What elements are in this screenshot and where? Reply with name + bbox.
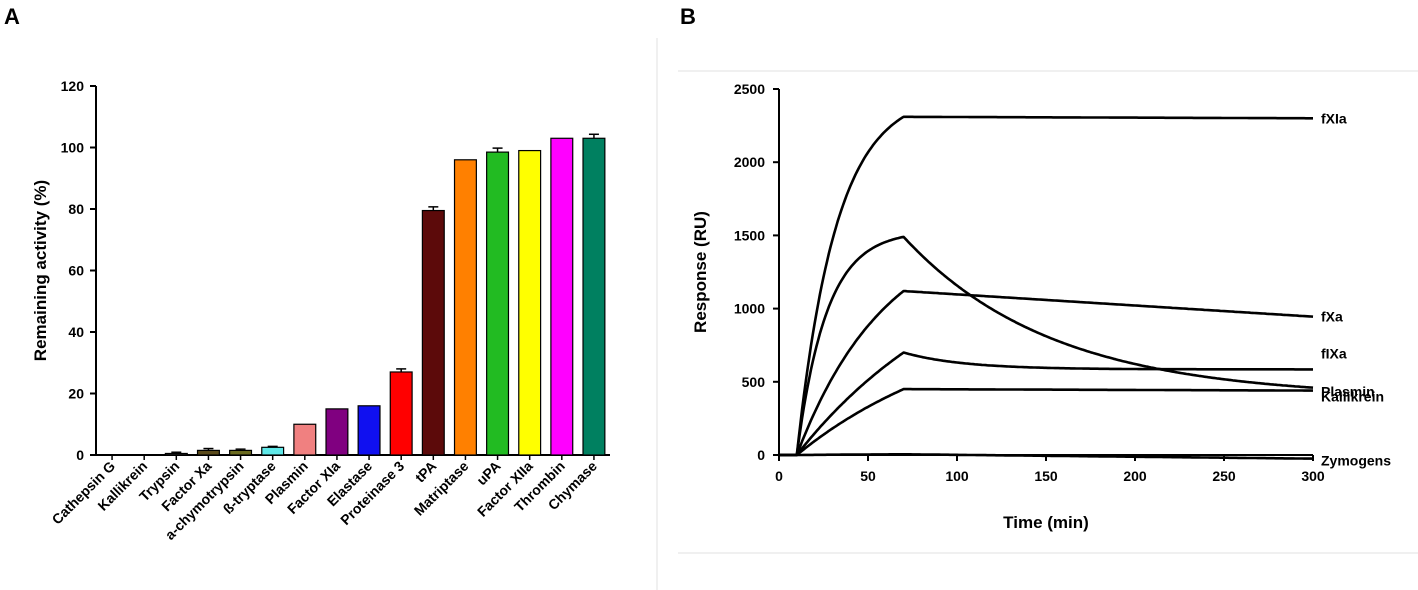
y-tick-label: 0 [76,447,84,463]
line-chart-y-axis-title: Response (RU) [691,211,710,333]
series-label: fIXa [1321,345,1347,361]
series-label: Kallikrein [1321,389,1384,405]
line-chart-ticks: 0 500 1000 1500 2000 2500 0 50 100 150 200 250 300 [734,81,1325,484]
bar [293,423,317,456]
y-tick-label: 2500 [734,81,765,97]
x-tick-label: 0 [775,468,783,484]
sensorgram-curve [779,387,1313,457]
bar-chart-y-axis-title: Remaining activity (%) [31,180,50,361]
y-tick-label: 80 [68,201,84,217]
bar [389,371,413,456]
x-tick-label: 100 [945,468,969,484]
bar [164,452,188,456]
bar [582,137,606,456]
y-tick-label: 60 [68,263,84,279]
x-tick-label: 50 [860,468,876,484]
series-label: Zymogens [1321,453,1391,469]
y-tick-label: 120 [61,78,85,94]
line-chart-axes [778,89,1313,456]
bar [518,149,542,456]
bar [486,151,510,456]
bar [261,446,285,456]
y-tick-label: 1500 [734,227,765,243]
series-label: fXIa [1321,110,1347,126]
x-tick-label: 200 [1123,468,1147,484]
series-label: fXa [1321,309,1343,325]
y-tick-label: 20 [68,386,84,402]
series-label: Plasmin [1321,384,1375,400]
bar [357,405,381,456]
y-tick-label: 0 [757,447,765,463]
panel-b-letter: B [680,4,696,29]
y-tick-label: 40 [68,324,84,340]
bar [325,408,349,456]
bar [550,137,574,456]
y-tick-label: 1000 [734,301,765,317]
x-tick-label: 300 [1301,468,1325,484]
line-chart-panel-b: 0 500 1000 1500 2000 2500 0 50 100 150 200 250 300 f… [691,81,1391,532]
bar [229,449,253,456]
y-tick-label: 500 [742,374,766,390]
x-tick-label: 250 [1212,468,1236,484]
bar [196,449,220,456]
x-category-label: tPA [412,458,440,486]
sensorgram-curve [779,235,1314,457]
bar-chart-bars [164,133,606,456]
sensorgram-curve [779,289,1314,457]
y-tick-label: 100 [61,140,85,156]
bar-chart-panel-a: 0 20 40 60 80 100 120 Cathepsin GKallikreinTry… [31,78,610,543]
line-chart-x-axis-title: Time (min) [1003,513,1089,532]
sensorgram-curve [779,351,1313,457]
bar [421,209,445,456]
panel-a-letter: A [4,4,20,29]
line-chart-series [779,115,1314,460]
sensorgram-curve [779,115,1313,457]
y-tick-label: 2000 [734,154,765,170]
x-tick-label: 150 [1034,468,1058,484]
bar [453,159,477,456]
bar-chart-y-ticks: 0 20 40 60 80 100 120 [61,78,96,463]
